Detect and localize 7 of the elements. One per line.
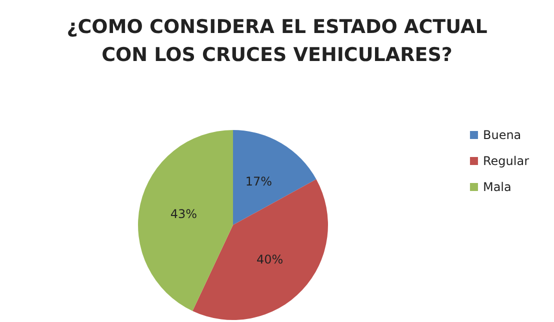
data-label: 40% (256, 252, 284, 267)
legend-label: Buena (482, 128, 522, 142)
legend-label: Mala (482, 180, 512, 194)
data-label: 17% (245, 174, 272, 189)
data-label: 43% (170, 206, 198, 221)
chart-title: ¿COMO CONSIDERA EL ESTADO ACTUAL CON LOS CRUCES VEHICULARES? (66, 16, 488, 66)
legend-label: Regular (482, 154, 530, 168)
